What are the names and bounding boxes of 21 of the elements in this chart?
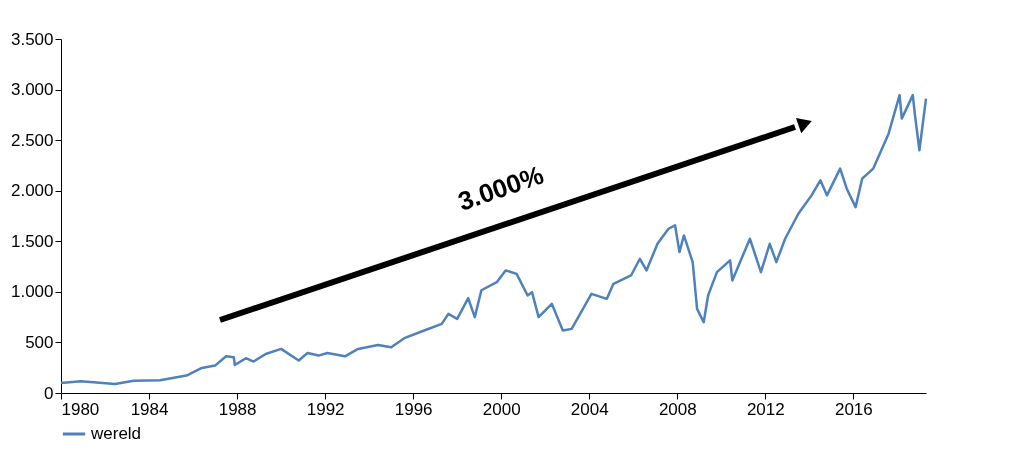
y-tick-label: 1.500	[10, 231, 54, 251]
x-tick-label: 1996	[394, 399, 433, 419]
x-tick-label: 2008	[658, 399, 697, 419]
annotation: 3.000%	[454, 159, 548, 217]
y-tick-label: 1.000	[10, 282, 54, 302]
y-tick-label: 3.500	[10, 29, 54, 49]
y-tick-label: 2.000	[10, 181, 54, 201]
y-tick-label: 0	[44, 383, 54, 403]
y-tick-label: 500	[25, 332, 54, 352]
x-tick-label: 1984	[130, 399, 169, 419]
x-tick-label: 2000	[482, 399, 521, 419]
x-tick-label: 1988	[218, 399, 257, 419]
legend-label: wereld	[90, 424, 142, 443]
line-series	[59, 93, 928, 386]
x-tick-label: 1992	[306, 399, 345, 419]
y-tick-label: 2.500	[10, 130, 54, 150]
x-tick-label: 2012	[746, 399, 785, 419]
x-tick-label: 1980	[61, 399, 100, 419]
y-tick-label: 3.000	[10, 80, 54, 100]
x-tick-label: 2016	[834, 399, 873, 419]
x-tick-label: 2004	[570, 399, 609, 419]
